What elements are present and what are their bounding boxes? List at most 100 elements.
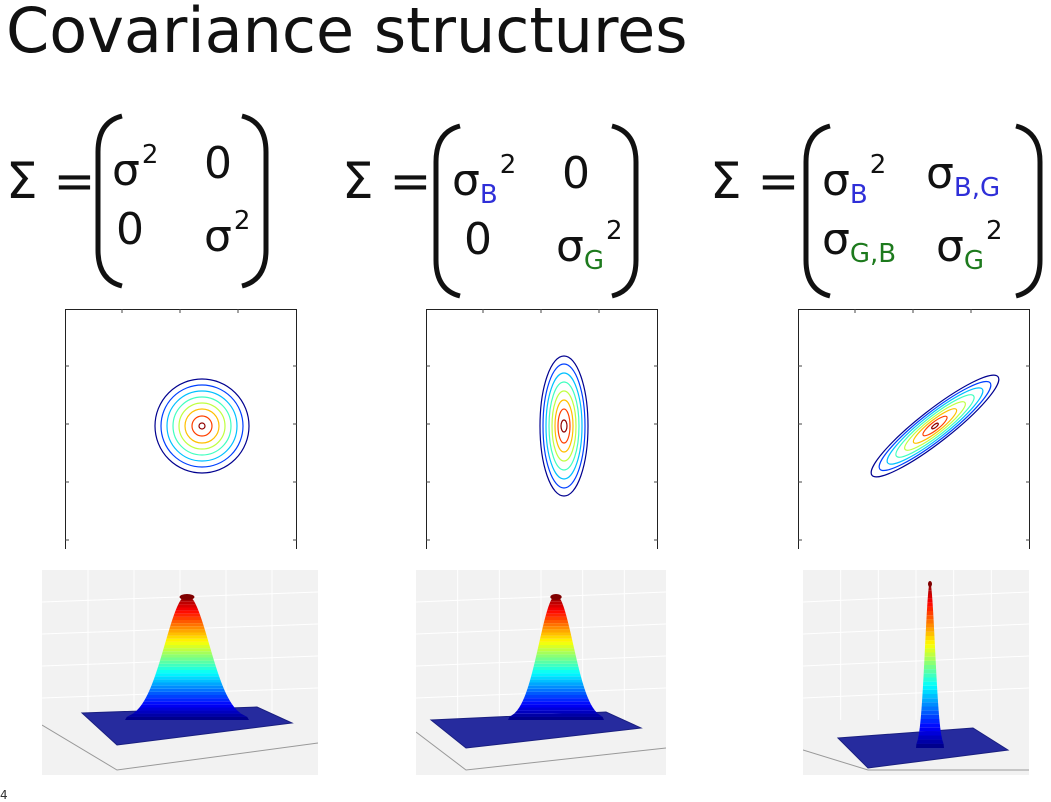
- surface-band: [537, 645, 575, 649]
- contour-line: [886, 387, 984, 465]
- surface-band: [172, 616, 202, 620]
- matrix-cell-2-1: 0: [116, 204, 144, 255]
- surface-band: [147, 691, 227, 695]
- surface-band: [126, 713, 248, 717]
- surface-band: [145, 695, 229, 699]
- surface-band: [925, 631, 935, 636]
- surface-band: [541, 629, 571, 633]
- surface-band: [539, 638, 573, 642]
- grid-line: [416, 591, 666, 603]
- surface-band: [125, 716, 249, 720]
- surface-band: [168, 629, 206, 633]
- contour-plot-diagonal: [426, 309, 658, 549]
- contour-line: [178, 402, 226, 450]
- surface-band: [132, 710, 242, 714]
- surface-band: [158, 663, 216, 667]
- surface-band: [928, 590, 932, 595]
- grid-line: [803, 591, 1029, 603]
- left-parenthesis: [433, 123, 461, 299]
- surface-band: [927, 594, 933, 599]
- surface-band: [548, 604, 564, 608]
- surface-band: [530, 676, 582, 680]
- surface-band: [152, 679, 222, 683]
- surface-band: [154, 673, 220, 677]
- surface-band: [165, 638, 209, 642]
- axis-line: [416, 731, 666, 771]
- surface-band: [176, 604, 198, 608]
- matrix-cell-2-2: σG2: [936, 216, 1003, 276]
- surface-band: [141, 701, 233, 705]
- surface-band: [542, 626, 570, 630]
- matrix-equation-diagonal: Σ = σB2 0 0 σG2: [338, 112, 648, 299]
- surface-band: [545, 613, 567, 617]
- surface-plot-diagonal: [416, 570, 666, 775]
- surface-band: [549, 601, 563, 605]
- contour-line: [931, 422, 939, 430]
- matrix-cell-1-1: σB2: [452, 150, 517, 210]
- grid-line: [803, 655, 1029, 667]
- right-parenthesis: [241, 113, 269, 289]
- surface-band: [920, 714, 940, 719]
- surface-band: [527, 685, 585, 689]
- surface-band: [924, 644, 936, 649]
- surface-band: [526, 688, 586, 692]
- surface-band: [139, 704, 235, 708]
- surface-band: [516, 707, 596, 711]
- surface-band: [922, 685, 938, 690]
- surface-band: [921, 706, 939, 711]
- surface-peak-cap: [550, 594, 562, 600]
- contour-plot-isotropic: [65, 309, 297, 549]
- surface-band: [926, 619, 934, 624]
- surface-band: [166, 635, 208, 639]
- contour-line: [154, 378, 250, 474]
- surface-band: [921, 702, 939, 707]
- matrix-cell-1-2: 0: [204, 138, 232, 189]
- sigma-lhs: Σ =: [710, 152, 800, 210]
- surface-band: [927, 602, 933, 607]
- matrix-cell-2-1: σG,B: [822, 214, 897, 269]
- surface-band: [925, 640, 935, 645]
- contour-line: [904, 401, 966, 451]
- surface-band: [923, 669, 937, 674]
- grid-line: [416, 623, 666, 635]
- surface-band: [924, 656, 936, 661]
- contour-line: [166, 390, 238, 462]
- surface-band: [925, 623, 935, 628]
- matrix-cell-2-1: 0: [464, 214, 492, 265]
- surface-band: [161, 651, 213, 655]
- surface-band: [925, 635, 935, 641]
- contour-line: [160, 384, 244, 468]
- axis-line: [803, 749, 1029, 771]
- surface-band: [508, 716, 604, 720]
- matrix-cell-1-2: σB,G: [926, 148, 1001, 203]
- surface-band: [521, 701, 591, 705]
- surface-band: [519, 704, 593, 708]
- matrix-cell-1-1: σB2: [822, 150, 887, 210]
- surface-band: [531, 670, 581, 674]
- surface-peak-cap: [179, 594, 195, 600]
- surface-band: [922, 689, 938, 695]
- surface-band: [923, 665, 937, 670]
- surface-band: [178, 601, 196, 605]
- plot-frame: [798, 309, 1030, 549]
- surface-band: [531, 673, 581, 677]
- left-parenthesis: [803, 123, 831, 299]
- surface-band: [151, 682, 223, 686]
- surface-band: [919, 727, 941, 732]
- surface-band: [171, 620, 203, 624]
- contour-line: [172, 396, 232, 456]
- surface-band: [921, 698, 939, 703]
- right-parenthesis: [1015, 123, 1043, 299]
- surface-plot-correlated: [803, 570, 1029, 775]
- surface-band: [926, 611, 934, 616]
- matrix-equation-isotropic: Σ = σ2 0 0 σ2: [0, 112, 280, 292]
- surface-band: [153, 676, 221, 680]
- surface-band: [544, 616, 568, 620]
- matrix-equation-full: Σ = σB2 σB,G σG,B σG2: [708, 112, 1048, 299]
- surface-band: [514, 710, 598, 714]
- contour-line: [198, 422, 206, 430]
- surface-band: [922, 681, 938, 686]
- contour-line: [545, 372, 583, 480]
- surface-band: [173, 613, 201, 617]
- contour-line: [548, 381, 580, 471]
